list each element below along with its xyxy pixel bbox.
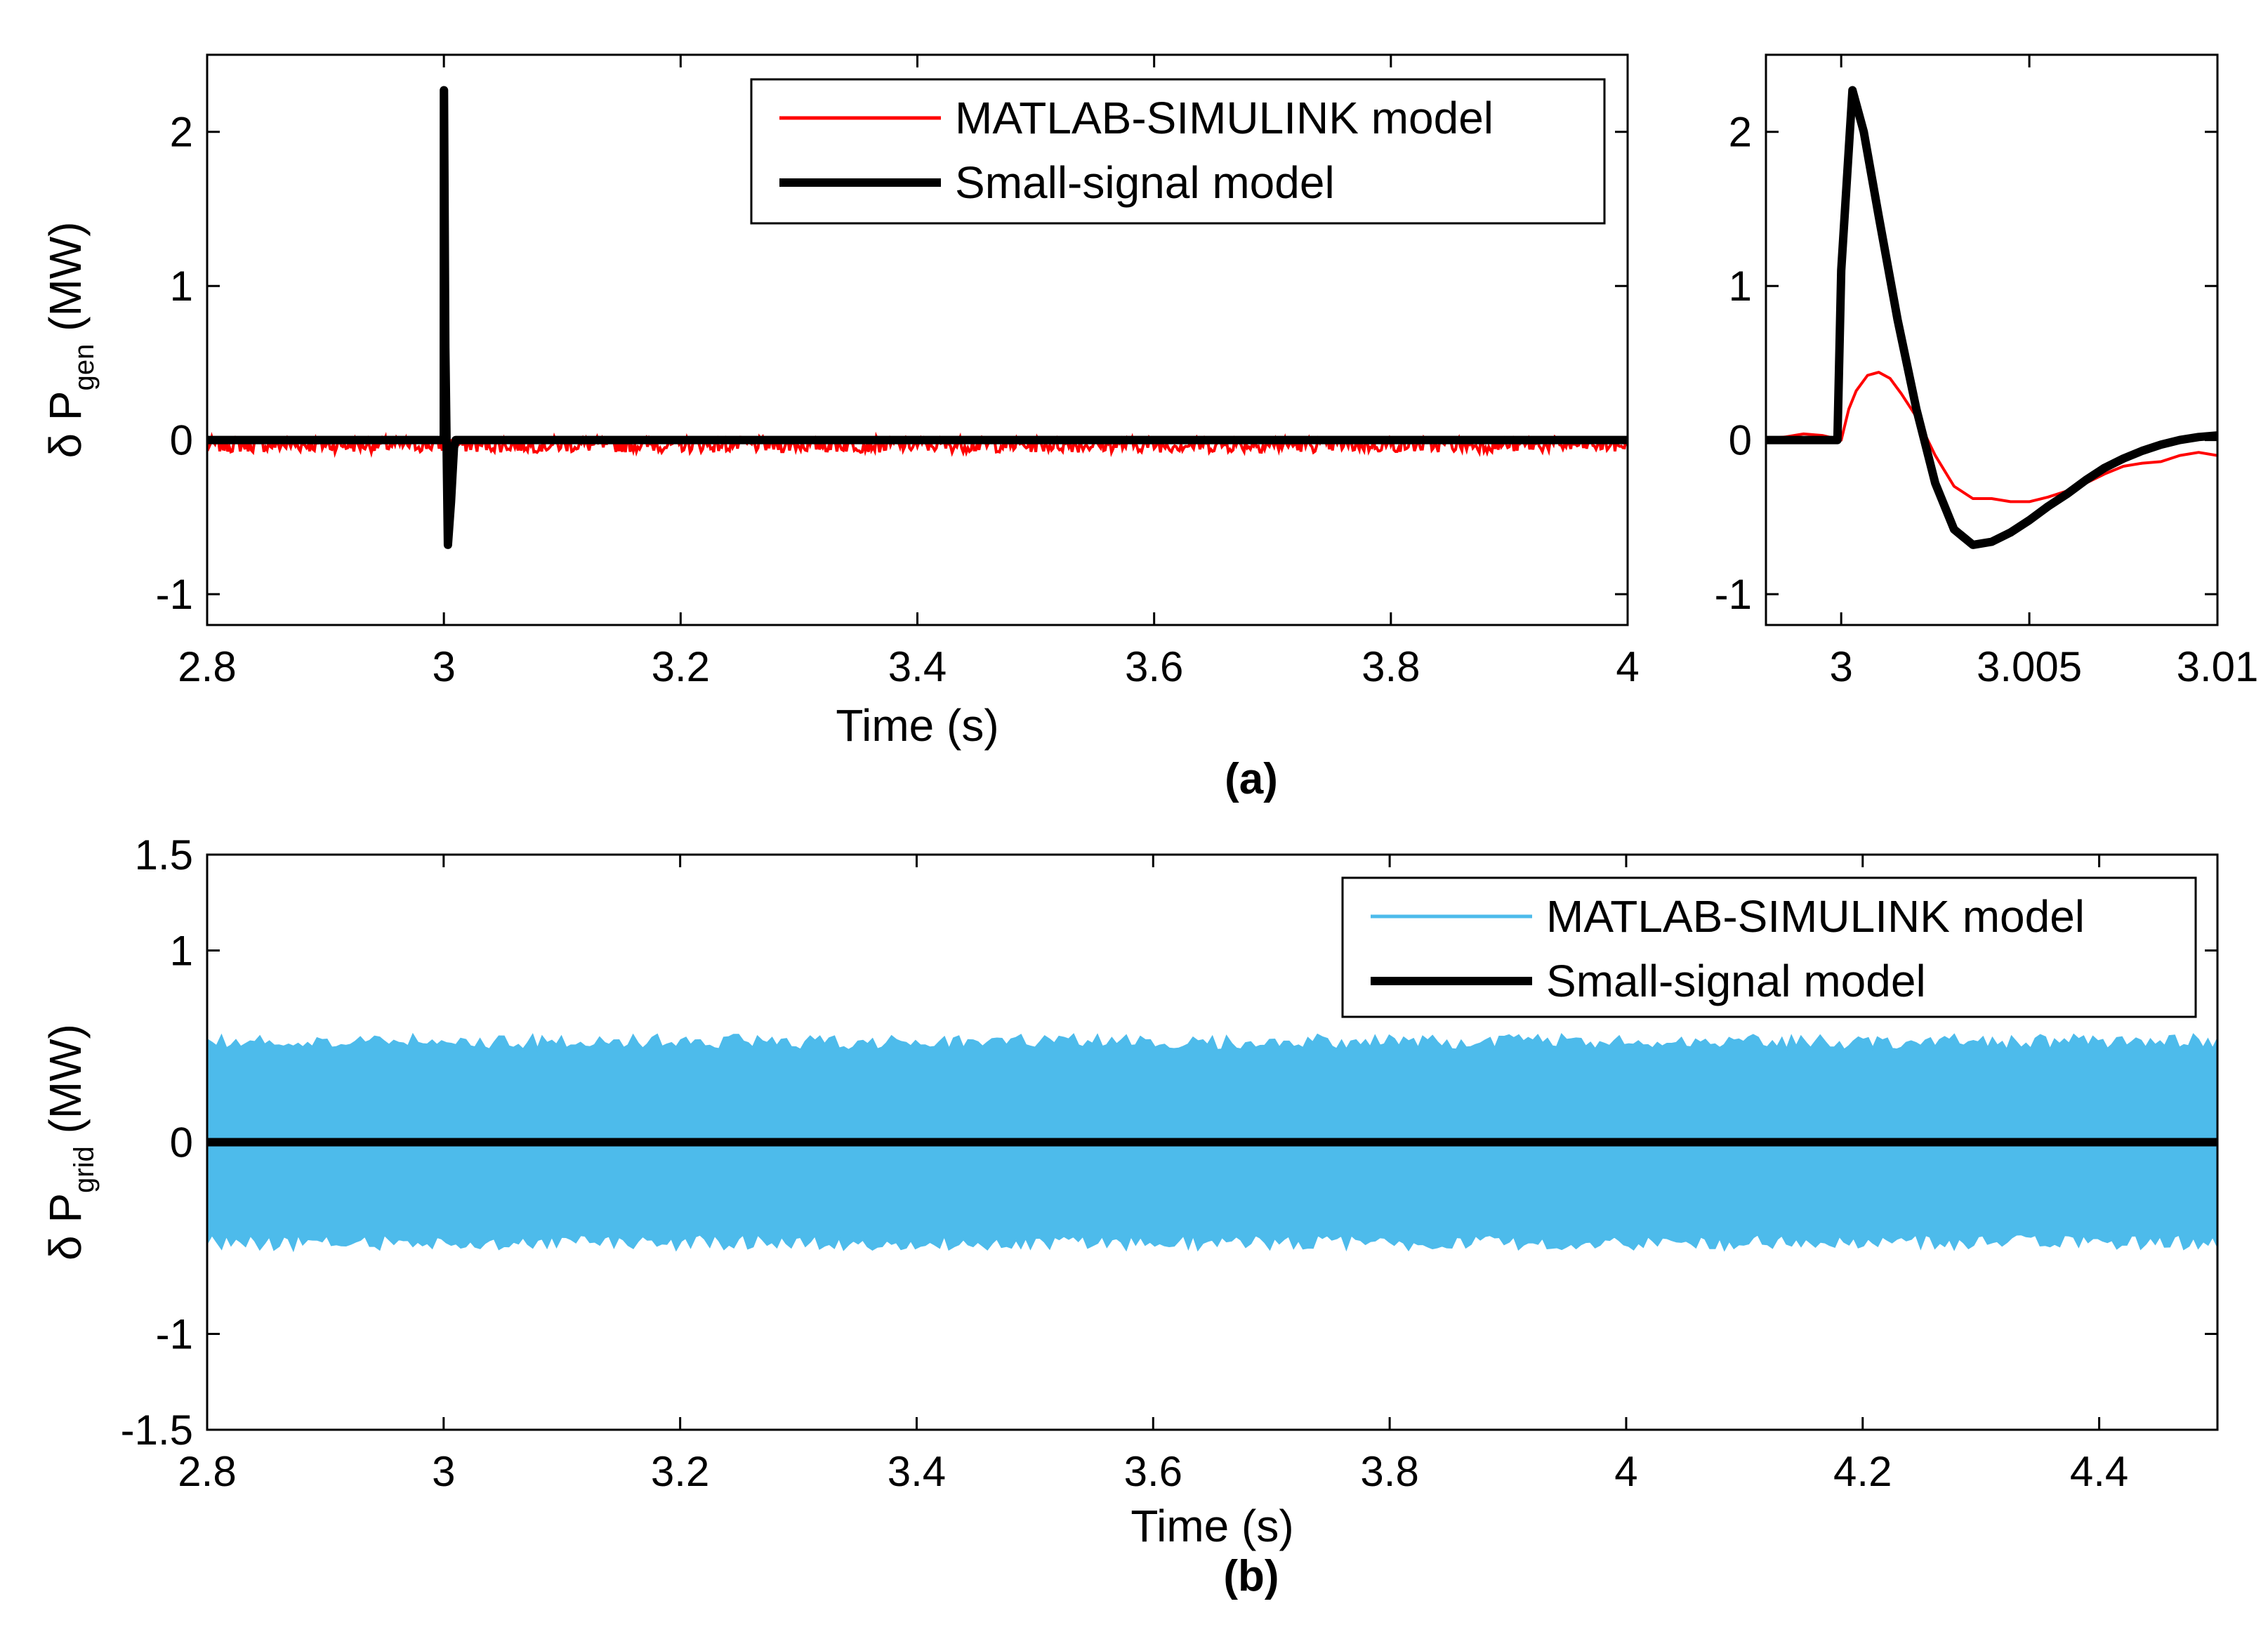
x-tick-label: 3.005 bbox=[1977, 643, 2082, 690]
y-tick-label: 1 bbox=[170, 928, 193, 975]
x-tick-label: 3.2 bbox=[652, 643, 710, 690]
y-tick-label: 1 bbox=[1729, 263, 1752, 310]
chart-a-zoom: 3 3.005 3.01 -1 0 1 2 bbox=[1715, 53, 2259, 690]
chart-b: 2.8 3 3.2 3.4 3.6 3.8 4 4.2 4.4 -1.5 -1 0 1 1.5 Time (… bbox=[40, 831, 2219, 1551]
x-tick-label: 2.8 bbox=[178, 1448, 236, 1495]
x-tick-label: 3 bbox=[432, 643, 455, 690]
legend-label: MATLAB-SIMULINK model bbox=[1546, 891, 2085, 942]
legend: MATLAB-SIMULINK model Small-signal model bbox=[1341, 876, 2197, 1018]
legend-label: MATLAB-SIMULINK model bbox=[955, 93, 1494, 143]
x-tick-label: 4 bbox=[1616, 643, 1639, 690]
legend-label: Small-signal model bbox=[1546, 956, 1926, 1006]
plot-area bbox=[207, 1032, 2217, 1253]
series-small-signal-line bbox=[1766, 86, 2217, 549]
x-tick-label: 3.8 bbox=[1360, 1448, 1418, 1495]
x-tick-label: 2.8 bbox=[178, 643, 236, 690]
chart-a-main: 2.8 3 3.2 3.4 3.6 3.8 4 -1 0 1 2 Time (s) δ Pgen (MW… bbox=[40, 53, 1640, 751]
x-tick-label: 3.4 bbox=[888, 643, 947, 690]
axes-box bbox=[1765, 53, 2219, 626]
x-tick-label: 4.2 bbox=[1833, 1448, 1892, 1495]
plot-area bbox=[1766, 86, 2217, 549]
y-tick-label: 0 bbox=[170, 417, 193, 464]
y-axis-label-sub: grid bbox=[69, 1146, 100, 1193]
y-tick-label: 0 bbox=[170, 1119, 193, 1166]
x-tick-label: 4.4 bbox=[2070, 1448, 2128, 1495]
y-tick-label: 1.5 bbox=[135, 831, 193, 878]
y-axis-label: δ Pgrid (MW) bbox=[40, 1024, 100, 1261]
legend-label: Small-signal model bbox=[955, 157, 1335, 208]
caption-b: (b) bbox=[1223, 1552, 1279, 1600]
x-tick-label: 3.01 bbox=[2177, 643, 2259, 690]
y-tick-label: 2 bbox=[1729, 109, 1752, 156]
series-small-signal-line bbox=[207, 86, 1628, 549]
caption-a: (a) bbox=[1225, 755, 1278, 803]
legend: MATLAB-SIMULINK model Small-signal model bbox=[750, 78, 1606, 225]
y-tick-label: 0 bbox=[1729, 417, 1752, 464]
y-tick-label: -1 bbox=[156, 1311, 193, 1358]
y-axis-label-prefix: δ P bbox=[40, 1193, 91, 1261]
plot-area bbox=[207, 86, 1628, 549]
y-axis-label-prefix: δ P bbox=[40, 390, 91, 458]
y-tick-label: 2 bbox=[170, 109, 193, 156]
y-tick-label: -1 bbox=[1715, 571, 1752, 618]
x-axis-label: Time (s) bbox=[836, 700, 998, 751]
x-tick-label: 3.4 bbox=[888, 1448, 946, 1495]
series-simulink-line bbox=[1766, 371, 2217, 504]
x-tick-label: 3.8 bbox=[1362, 643, 1420, 690]
x-tick-label: 3 bbox=[1829, 643, 1852, 690]
legend-box bbox=[750, 78, 1606, 225]
y-tick-label: -1.5 bbox=[121, 1407, 193, 1454]
y-axis-label-suffix: (MW) bbox=[40, 1024, 91, 1146]
x-tick-label: 4 bbox=[1614, 1448, 1637, 1495]
y-axis-label: δ Pgen (MW) bbox=[40, 222, 100, 459]
legend-box bbox=[1341, 876, 2197, 1018]
y-axis-label-suffix: (MW) bbox=[40, 222, 91, 344]
x-tick-label: 3 bbox=[432, 1448, 455, 1495]
x-tick-label: 3.2 bbox=[651, 1448, 709, 1495]
y-axis-label-sub: gen bbox=[69, 344, 100, 391]
y-tick-label: -1 bbox=[156, 571, 193, 618]
x-axis-label: Time (s) bbox=[1130, 1501, 1293, 1551]
x-tick-label: 3.6 bbox=[1124, 1448, 1182, 1495]
y-tick-label: 1 bbox=[170, 263, 193, 310]
x-tick-label: 3.6 bbox=[1125, 643, 1183, 690]
